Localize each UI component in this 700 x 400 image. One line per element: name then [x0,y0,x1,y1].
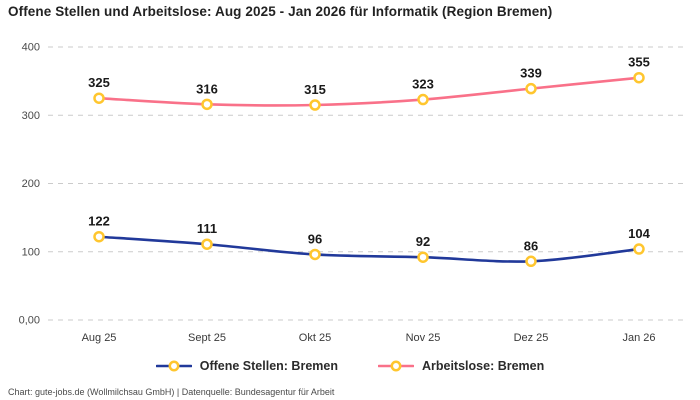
data-point-label: 104 [628,226,650,241]
data-point-label: 92 [416,234,430,249]
data-point-label: 111 [197,221,217,236]
data-point-marker[interactable] [93,92,105,104]
x-tick-label: Okt 25 [299,332,331,344]
legend-item-offene-stellen[interactable]: Offene Stellen: Bremen [155,359,338,373]
data-point-label: 325 [88,75,110,90]
x-tick-label: Jan 26 [622,332,655,344]
data-point-label: 339 [520,66,542,81]
legend-swatch-offene-stellen [155,360,192,372]
chart-legend: Offene Stellen: Bremen Arbeitslose: Brem… [0,359,700,373]
data-point-label: 355 [628,55,650,70]
data-point-marker[interactable] [309,99,321,111]
legend-label-offene-stellen: Offene Stellen: Bremen [199,359,338,373]
legend-item-arbeitslose[interactable]: Arbeitslose: Bremen [377,359,545,373]
data-point-label: 316 [196,81,218,96]
data-point-label: 323 [412,77,434,92]
data-point-marker[interactable] [201,98,213,111]
data-point-marker[interactable] [525,82,537,95]
y-tick-label: 0,00 [19,315,40,327]
data-point-label: 315 [304,82,326,97]
data-point-label: 122 [88,214,110,229]
x-tick-label: Dez 25 [514,332,549,344]
y-tick-label: 300 [22,110,40,122]
y-tick-label: 200 [22,178,40,190]
x-tick-label: Aug 25 [82,332,117,344]
data-point-marker[interactable] [633,243,645,255]
legend-swatch-arbeitslose [377,360,414,372]
data-point-marker[interactable] [633,71,645,84]
chart-attribution: Chart: gute-jobs.de (Wollmilchsau GmbH) … [8,387,335,397]
data-point-marker[interactable] [93,230,105,243]
series-line-arbeitslose-bremen [97,76,641,107]
data-point-marker[interactable] [417,251,429,263]
data-point-marker[interactable] [309,248,321,261]
chart-title: Offene Stellen und Arbeitslose: Aug 2025… [8,4,553,19]
data-point-marker[interactable] [417,93,429,106]
data-point-marker[interactable] [201,238,213,250]
legend-label-arbeitslose: Arbeitslose: Bremen [421,359,545,373]
line-chart-plot-area: 0,00 100 200 300 400 Aug 25 Sept 25 Okt 25 Nov 2… [19,42,688,344]
data-point-label: 86 [524,238,538,253]
series-line-offene-stellen-bremen [97,235,641,263]
y-tick-label: 100 [22,246,40,258]
data-point-label: 96 [308,231,322,246]
x-tick-label: Sept 25 [188,332,226,344]
y-tick-label: 400 [22,42,40,54]
data-point-marker[interactable] [525,255,537,268]
x-tick-label: Nov 25 [406,332,441,344]
